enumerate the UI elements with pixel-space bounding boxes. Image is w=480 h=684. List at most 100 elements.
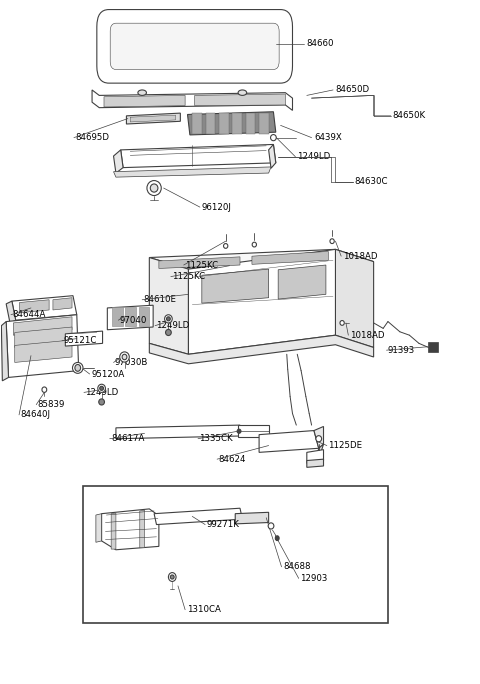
Polygon shape bbox=[269, 144, 276, 168]
Polygon shape bbox=[130, 115, 176, 122]
Polygon shape bbox=[125, 306, 136, 326]
Text: 96120J: 96120J bbox=[202, 202, 232, 211]
Text: 99271K: 99271K bbox=[206, 520, 240, 529]
Polygon shape bbox=[195, 94, 285, 105]
Ellipse shape bbox=[330, 239, 334, 244]
Polygon shape bbox=[205, 113, 215, 133]
Ellipse shape bbox=[166, 330, 171, 336]
Polygon shape bbox=[314, 426, 324, 448]
Polygon shape bbox=[6, 301, 16, 323]
Polygon shape bbox=[246, 113, 255, 133]
Bar bbox=[83, 486, 388, 622]
Ellipse shape bbox=[98, 384, 106, 393]
Polygon shape bbox=[238, 425, 269, 437]
Text: 84640J: 84640J bbox=[21, 410, 50, 419]
Polygon shape bbox=[278, 265, 326, 299]
Polygon shape bbox=[149, 335, 373, 364]
Polygon shape bbox=[15, 327, 72, 347]
Ellipse shape bbox=[99, 399, 105, 405]
Polygon shape bbox=[102, 509, 159, 550]
Polygon shape bbox=[259, 113, 269, 133]
Text: 6439X: 6439X bbox=[314, 133, 342, 142]
Polygon shape bbox=[154, 508, 242, 525]
Ellipse shape bbox=[224, 244, 228, 248]
Text: 84630C: 84630C bbox=[355, 177, 388, 187]
Polygon shape bbox=[126, 113, 180, 124]
Ellipse shape bbox=[276, 536, 279, 540]
Polygon shape bbox=[189, 250, 336, 354]
Polygon shape bbox=[139, 306, 149, 326]
Ellipse shape bbox=[72, 363, 83, 373]
Polygon shape bbox=[104, 95, 185, 107]
Polygon shape bbox=[140, 510, 144, 548]
Polygon shape bbox=[12, 295, 77, 320]
Polygon shape bbox=[192, 113, 202, 133]
Polygon shape bbox=[188, 111, 276, 135]
Text: 84624: 84624 bbox=[218, 455, 246, 464]
Ellipse shape bbox=[150, 184, 158, 192]
Ellipse shape bbox=[316, 436, 322, 442]
Text: 84688: 84688 bbox=[283, 562, 311, 571]
Text: 1125DE: 1125DE bbox=[328, 441, 362, 450]
Text: 1249LD: 1249LD bbox=[156, 321, 190, 330]
Polygon shape bbox=[219, 113, 228, 133]
Polygon shape bbox=[307, 459, 324, 467]
Ellipse shape bbox=[165, 315, 172, 323]
Polygon shape bbox=[13, 317, 72, 335]
Text: 1310CA: 1310CA bbox=[187, 605, 220, 614]
Text: 97030B: 97030B bbox=[115, 358, 148, 367]
Polygon shape bbox=[149, 250, 373, 269]
Text: 1125KC: 1125KC bbox=[185, 261, 218, 269]
Text: 84617A: 84617A bbox=[111, 434, 144, 443]
Ellipse shape bbox=[237, 429, 241, 433]
Polygon shape bbox=[259, 430, 319, 452]
Ellipse shape bbox=[138, 90, 146, 95]
Ellipse shape bbox=[120, 352, 129, 362]
Ellipse shape bbox=[170, 575, 174, 579]
Polygon shape bbox=[53, 298, 72, 310]
Ellipse shape bbox=[268, 523, 274, 529]
Polygon shape bbox=[232, 113, 242, 133]
Text: 1249LD: 1249LD bbox=[297, 153, 331, 161]
Ellipse shape bbox=[100, 386, 104, 391]
Text: 12903: 12903 bbox=[300, 574, 327, 583]
Text: 91393: 91393 bbox=[388, 345, 415, 355]
Ellipse shape bbox=[340, 321, 344, 326]
Polygon shape bbox=[114, 150, 123, 173]
Ellipse shape bbox=[167, 317, 170, 321]
Polygon shape bbox=[316, 444, 324, 459]
Polygon shape bbox=[65, 331, 103, 346]
Text: 1018AD: 1018AD bbox=[343, 252, 377, 261]
Polygon shape bbox=[112, 306, 122, 326]
Ellipse shape bbox=[42, 387, 47, 393]
FancyBboxPatch shape bbox=[110, 23, 279, 70]
Ellipse shape bbox=[147, 181, 161, 196]
Text: 84660: 84660 bbox=[307, 39, 334, 48]
Text: 84695D: 84695D bbox=[75, 133, 109, 142]
Text: 84650K: 84650K bbox=[393, 111, 426, 120]
Text: 1018AD: 1018AD bbox=[350, 330, 384, 340]
Polygon shape bbox=[281, 45, 285, 57]
Ellipse shape bbox=[252, 242, 256, 247]
Polygon shape bbox=[96, 514, 102, 542]
Polygon shape bbox=[149, 258, 189, 354]
Ellipse shape bbox=[238, 90, 247, 95]
Polygon shape bbox=[116, 425, 240, 438]
Text: 1249LD: 1249LD bbox=[85, 388, 119, 397]
Text: 84650D: 84650D bbox=[336, 86, 370, 94]
FancyBboxPatch shape bbox=[97, 10, 292, 83]
Polygon shape bbox=[1, 321, 9, 381]
Polygon shape bbox=[235, 512, 269, 524]
Text: 1335CK: 1335CK bbox=[199, 434, 233, 443]
Polygon shape bbox=[252, 252, 328, 264]
Text: 84644A: 84644A bbox=[12, 311, 45, 319]
Polygon shape bbox=[120, 144, 276, 168]
Polygon shape bbox=[307, 449, 324, 463]
Ellipse shape bbox=[168, 573, 176, 581]
Polygon shape bbox=[114, 167, 271, 177]
Ellipse shape bbox=[75, 365, 81, 371]
Text: 1125KC: 1125KC bbox=[172, 272, 205, 281]
Text: 84610E: 84610E bbox=[144, 295, 177, 304]
Polygon shape bbox=[104, 45, 109, 57]
Polygon shape bbox=[336, 250, 373, 347]
